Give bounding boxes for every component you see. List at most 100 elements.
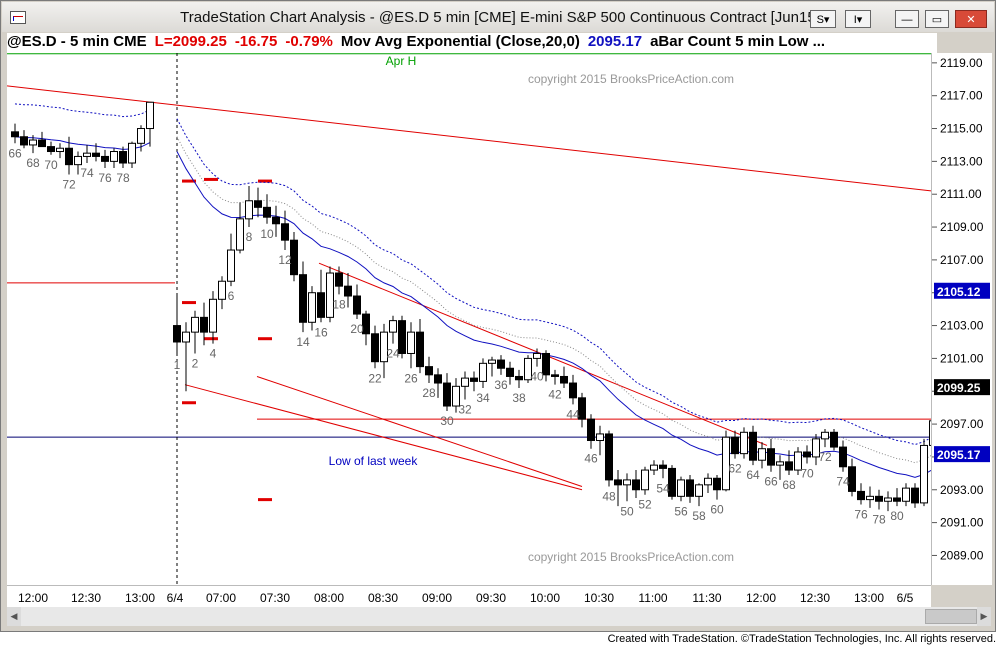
bar-count-label: 24 (386, 347, 400, 361)
candle-body (92, 152, 100, 157)
candle-body (803, 451, 811, 458)
candle-body (236, 218, 244, 251)
candle-body (452, 385, 460, 407)
candle-body (56, 147, 64, 153)
candle-body (677, 479, 685, 497)
time-tick-label: 08:00 (314, 591, 344, 605)
title-bar[interactable]: TradeStation Chart Analysis - @ES.D 5 mi… (2, 2, 994, 32)
price-flag-label: 2105.12 (937, 285, 981, 299)
price-flag (934, 446, 990, 463)
candle (56, 143, 64, 159)
candle (542, 350, 550, 382)
candle-body (272, 216, 280, 225)
bar-count-label: 66 (764, 475, 778, 489)
candle (830, 429, 838, 451)
chart-app-icon (10, 11, 26, 24)
candle-body (830, 431, 838, 448)
candle (254, 187, 262, 218)
candle (236, 202, 244, 254)
candle-body (137, 128, 145, 144)
candle-body (308, 292, 316, 323)
candle-body (128, 142, 136, 164)
candle-body (245, 200, 253, 220)
price-tick-label: 2091.00 (940, 516, 984, 530)
candle-body (461, 377, 469, 387)
candle-body (614, 479, 622, 486)
price-tick-label: 2113.00 (940, 154, 983, 168)
price-axis[interactable]: 2119.00 2117.00 2115.00 2113.00 2111.00 2109.… (931, 53, 992, 585)
candle-body (893, 497, 901, 502)
candle (911, 483, 919, 508)
bar-count-label: 56 (674, 504, 688, 518)
bar-count-label: 76 (854, 508, 868, 522)
candle-body (479, 362, 487, 382)
candle (578, 392, 586, 428)
mid-band-line (176, 136, 931, 464)
candle-body (470, 377, 478, 382)
symbol-link-label: S (816, 14, 824, 26)
candle (596, 425, 604, 456)
copyright-top: copyright 2015 BrooksPriceAction.com (528, 72, 734, 86)
price-tick-label: 2103.00 (940, 319, 984, 333)
candle (794, 447, 802, 475)
study2-name: aBar Count 5 min Low ... (650, 33, 826, 50)
candle-body (569, 382, 577, 399)
candle (560, 366, 568, 388)
bear-channel-line-2 (256, 375, 583, 487)
candle-body (776, 461, 784, 466)
time-tick-label: 12:30 (800, 591, 830, 605)
time-tick-label: 13:00 (125, 591, 155, 605)
maximize-button[interactable]: ▭ (925, 10, 949, 28)
candle-body (416, 331, 424, 368)
candle-body (281, 223, 289, 241)
scroll-left-arrow-icon[interactable]: ◀ (7, 607, 21, 626)
candle-body (29, 139, 37, 146)
candle-body (785, 461, 793, 471)
price-flag (934, 379, 990, 396)
candle (614, 470, 622, 507)
candle (47, 141, 55, 155)
candle (497, 355, 505, 375)
candle-body (848, 466, 856, 492)
candle-body (920, 444, 928, 504)
minimize-button[interactable]: — (895, 10, 919, 28)
candle (128, 141, 136, 168)
time-tick-label: 11:00 (638, 591, 667, 605)
price-tick-label: 2109.00 (940, 220, 984, 234)
scroll-right-arrow-icon[interactable]: ▶ (977, 607, 991, 626)
scrollbar-thumb[interactable] (925, 609, 977, 624)
candle (785, 450, 793, 475)
candle-body (659, 464, 667, 469)
candle-body (380, 331, 388, 363)
candle-body (335, 272, 343, 287)
candle-body (110, 151, 118, 162)
chart-window: TradeStation Chart Analysis - @ES.D 5 mi… (0, 0, 996, 632)
candle-body (623, 479, 631, 486)
candle (524, 355, 532, 384)
candle (884, 491, 892, 512)
horizontal-scrollbar[interactable]: ◀ ▶ (7, 607, 991, 626)
indicator-link-button[interactable]: I▾ (845, 10, 871, 28)
candle (308, 286, 316, 331)
study-name: Mov Avg Exponential (Close,20,0) (340, 33, 580, 50)
candle (902, 483, 910, 507)
symbol-link-button[interactable]: S▾ (810, 10, 836, 28)
candle (335, 266, 343, 295)
time-tick-label: 10:30 (584, 591, 614, 605)
candle-body (506, 367, 514, 377)
candle-body (641, 469, 649, 491)
candle (848, 458, 856, 497)
candle-body (146, 101, 154, 130)
time-tick-label: 07:30 (260, 591, 290, 605)
candle-body (101, 155, 109, 162)
candle (695, 483, 703, 507)
time-tick-label: 13:00 (854, 591, 884, 605)
close-button[interactable]: ✕ (955, 10, 987, 28)
candle (245, 186, 253, 228)
bar-count-label: 52 (638, 498, 652, 512)
candle-body (344, 285, 352, 297)
candle (425, 356, 433, 384)
candle-body (254, 200, 262, 208)
time-axis[interactable]: 12:00 12:30 13:00 6/4 07:00 07:30 08:00 08:30 09… (7, 585, 931, 608)
